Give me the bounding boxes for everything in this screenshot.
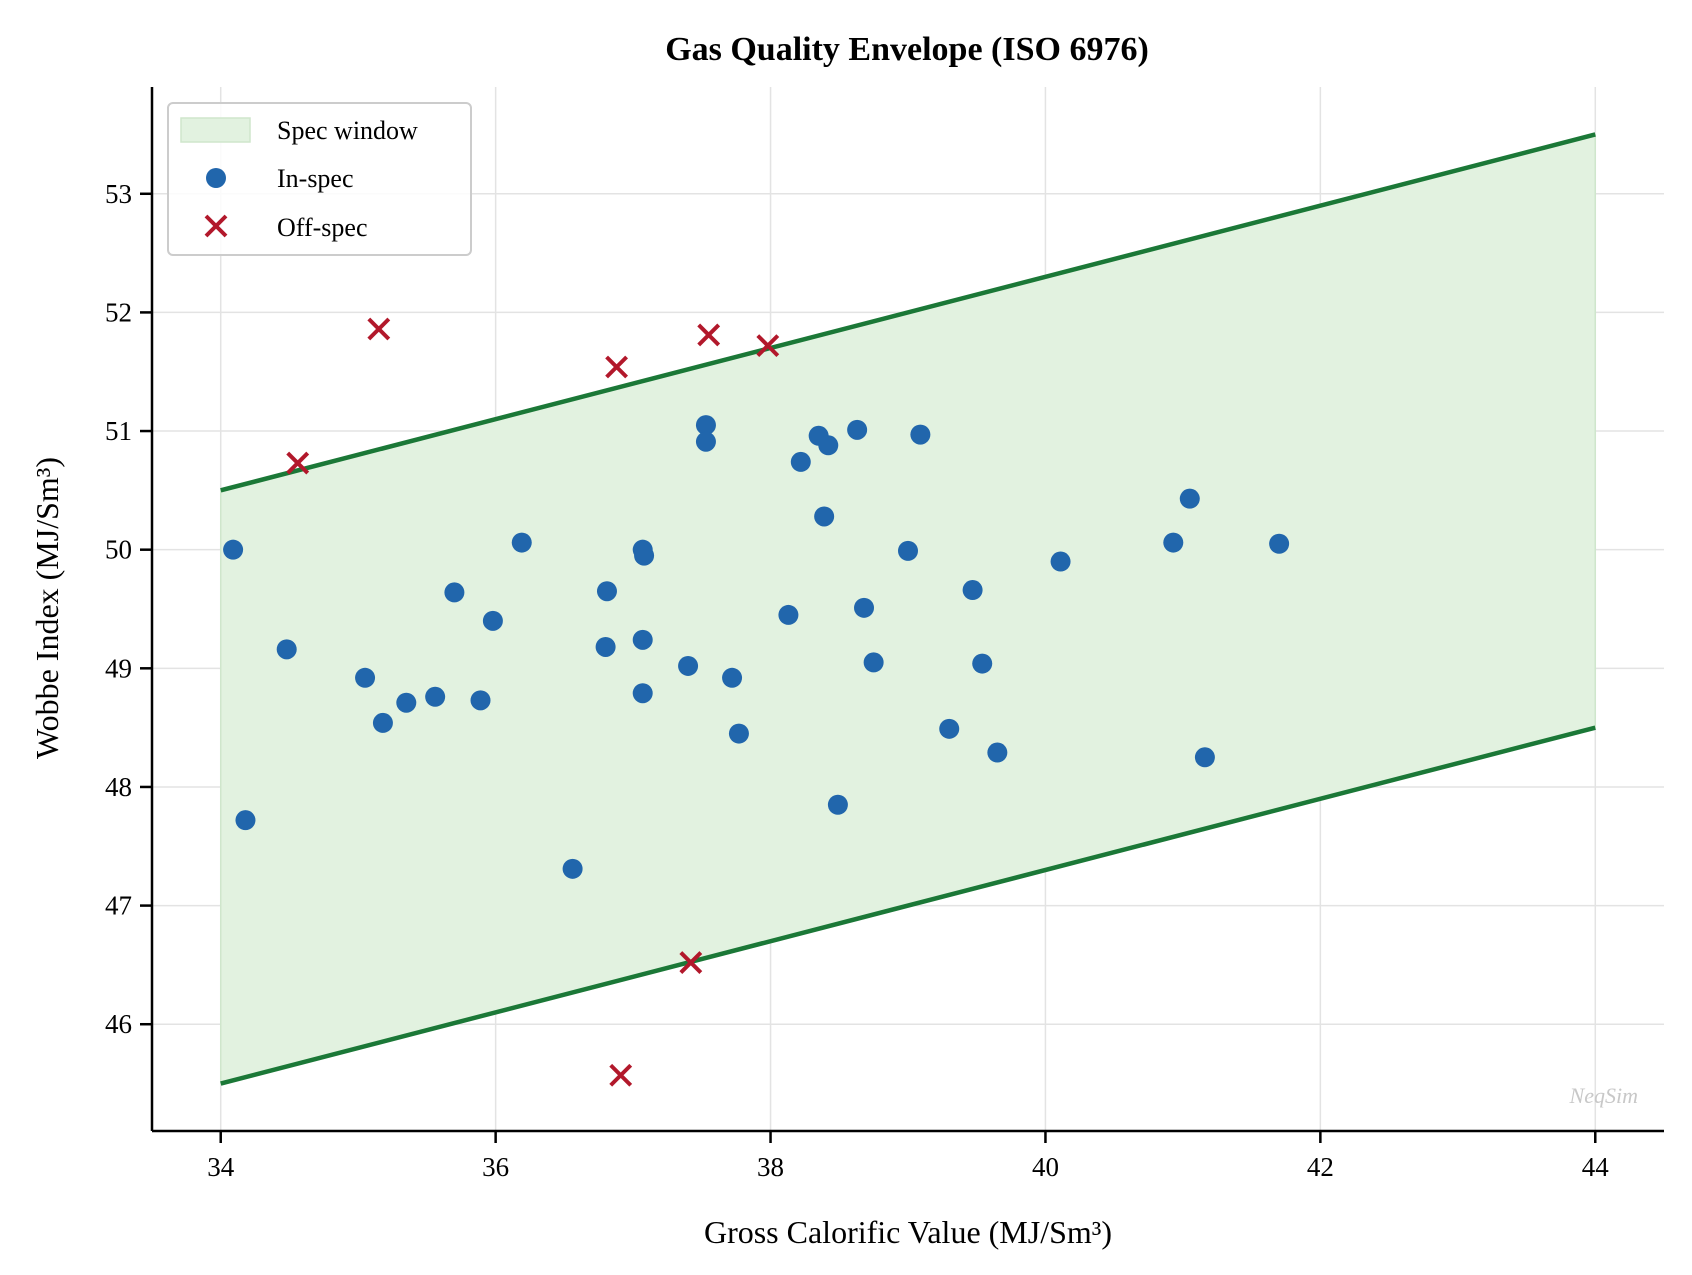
off-spec-point (605, 355, 629, 379)
y-axis-label: Wobbe Index (MJ/Sm³) (29, 457, 65, 759)
legend-off-spec-label: Off-spec (277, 213, 367, 242)
in-spec-point (972, 653, 993, 674)
legend: Spec window In-spec Off-spec (167, 102, 472, 256)
in-spec-point (1050, 551, 1071, 572)
in-spec-point (678, 655, 699, 676)
in-spec-point (695, 415, 716, 436)
x-tick-label: 34 (207, 1152, 235, 1182)
off-spec-point (367, 317, 391, 341)
in-spec-point (632, 683, 653, 704)
legend-x-marker (204, 214, 228, 238)
in-spec-point (470, 690, 491, 711)
data-points (223, 317, 1290, 1087)
in-spec-point (355, 667, 376, 688)
off-spec-point (609, 1063, 633, 1087)
y-tick-label: 50 (105, 535, 132, 565)
x-marker-stroke (609, 1063, 633, 1087)
x-marker-stroke (367, 317, 391, 341)
y-tick-label: 53 (105, 179, 132, 209)
in-spec-point (1163, 532, 1184, 553)
off-spec-point (679, 951, 703, 974)
in-spec-point (987, 742, 1008, 763)
x-marker-stroke (286, 451, 310, 475)
x-marker-stroke (605, 355, 629, 379)
legend-spec-window-swatch (180, 117, 251, 143)
off-spec-point (756, 334, 780, 358)
y-tick-label: 46 (105, 1009, 132, 1039)
in-spec-point (595, 636, 616, 657)
in-spec-point (863, 652, 884, 673)
in-spec-point (790, 451, 811, 472)
in-spec-point (444, 582, 465, 603)
chart-title: Gas Quality Envelope (ISO 6976) (665, 31, 1149, 68)
in-spec-point (847, 419, 868, 440)
legend-in-spec-label: In-spec (277, 164, 354, 193)
spec-window-fill (219, 133, 1597, 1085)
in-spec-point (596, 581, 617, 602)
y-tick-label: 48 (105, 772, 132, 802)
in-spec-point (778, 604, 799, 625)
x-tick-label: 44 (1582, 1152, 1610, 1182)
x-marker-stroke (204, 214, 228, 238)
axes: 34 36 38 40 42 44 46 47 48 49 50 51 52 53 (105, 87, 1664, 1182)
in-spec-point (854, 597, 875, 618)
in-spec-point (1179, 488, 1200, 509)
x-tick-label: 36 (482, 1152, 509, 1182)
watermark: NeqSim (1569, 1083, 1638, 1108)
in-spec-point (511, 532, 532, 553)
legend-spec-window-label: Spec window (277, 116, 418, 145)
in-spec-point (396, 692, 417, 713)
legend-off-spec-marker (204, 214, 228, 238)
legend-in-spec-marker (206, 168, 226, 188)
in-spec-point (634, 545, 655, 566)
off-spec-point (697, 323, 721, 347)
in-spec-point (425, 686, 446, 707)
in-spec-point (898, 540, 918, 561)
spec-upper-limit-line (220, 132, 1596, 493)
x-marker-stroke (756, 334, 780, 358)
y-tick-label: 52 (105, 297, 132, 327)
in-spec-point (962, 580, 983, 601)
in-spec-point (632, 629, 653, 650)
in-spec-point (910, 424, 931, 445)
in-spec-point (728, 723, 749, 744)
x-tick-label: 38 (757, 1152, 784, 1182)
in-spec-point (695, 431, 716, 452)
y-tick-label: 51 (105, 416, 132, 446)
in-spec-point (562, 858, 583, 879)
in-spec-point (827, 794, 848, 815)
in-spec-point (818, 435, 839, 456)
x-tick-label: 40 (1032, 1152, 1059, 1182)
x-tick-label: 42 (1307, 1152, 1334, 1182)
x-marker-stroke (697, 323, 721, 347)
spec-window (219, 132, 1597, 1086)
in-spec-point (276, 639, 297, 660)
in-spec-point (1194, 747, 1215, 768)
spec-lower-limit-line (220, 725, 1596, 1086)
off-spec-point (286, 451, 310, 475)
in-spec-point (223, 539, 244, 560)
in-spec-point (235, 810, 256, 831)
in-spec-point (814, 506, 835, 527)
in-spec-point (1269, 533, 1290, 554)
x-axis-label: Gross Calorific Value (MJ/Sm³) (704, 1214, 1112, 1250)
y-tick-label: 47 (105, 891, 132, 921)
in-spec-point (372, 712, 393, 733)
in-spec-point (722, 667, 743, 688)
x-marker-stroke (679, 951, 703, 974)
in-spec-point (939, 718, 960, 739)
y-tick-label: 49 (105, 653, 132, 683)
in-spec-point (482, 610, 503, 631)
